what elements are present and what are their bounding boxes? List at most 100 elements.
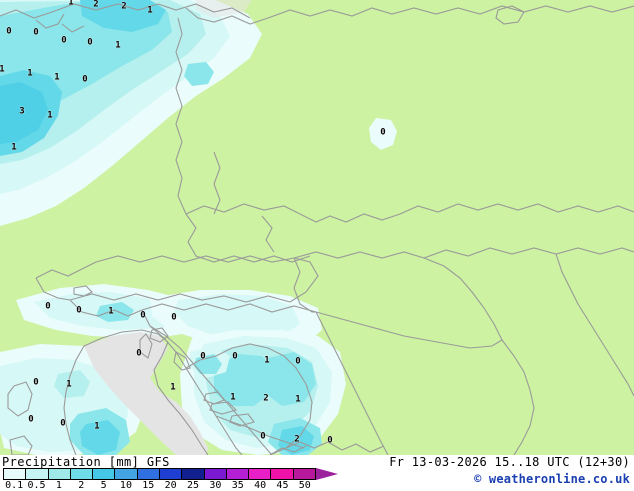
colorbar-swatch-10[interactable]: [115, 469, 138, 479]
colorbar-tick-labels: 0.1 0.5 1 2 5 10 15 20 25 30 35 40 45 50: [0, 480, 352, 491]
colorbar-swatch-25[interactable]: [182, 469, 205, 479]
italy-peninsula: [84, 332, 208, 455]
colorbar-swatch-2[interactable]: [70, 469, 94, 479]
border-slovenia: [69, 299, 143, 317]
colorbar-tick-30: 30: [209, 480, 222, 491]
coast-northeast: [267, 5, 634, 19]
coast-danish-bay: [35, 13, 65, 29]
river-detail-1: [213, 151, 221, 215]
border-hungary-north: [293, 251, 425, 259]
island-brac: [203, 391, 225, 405]
map-canvas: [0, 0, 634, 455]
colorbar-swatch-0.5[interactable]: [26, 469, 49, 479]
island-hvar: [209, 401, 238, 415]
border-croatia-adriatic: [141, 309, 243, 455]
border-montenegro: [285, 441, 385, 453]
precip-field-bosnia: [180, 330, 346, 455]
colorbar-tick-2: 2: [78, 480, 85, 491]
colorbar-swatch-30[interactable]: [204, 469, 227, 479]
colorbar-tick-40: 40: [254, 480, 267, 491]
copyright-credit: © weatheronline.co.uk: [474, 472, 630, 486]
precip-field-poland: [369, 118, 397, 150]
coast-sardinia-n: [9, 435, 33, 455]
precip-band-0p5-croatia: [174, 294, 300, 340]
border-bosnia: [185, 343, 313, 455]
colorbar-tick-10: 10: [119, 480, 132, 491]
coast-corsica: [7, 381, 33, 417]
precip-band-2-bosnia-east: [262, 352, 316, 406]
colorbar-swatch-5[interactable]: [93, 469, 116, 479]
coast-italy-west: [63, 345, 85, 455]
border-swiss-south: [35, 277, 71, 301]
coast-inlet-2: [61, 23, 85, 33]
border-czech-east: [299, 213, 401, 223]
precip-band-2-bosnia-west: [214, 354, 276, 406]
precip-blob-slovenia: [96, 302, 134, 322]
island-cres: [139, 333, 153, 359]
colorbar-tick-0.1: 0.1: [5, 480, 24, 491]
colorbar-swatch-45[interactable]: [271, 469, 294, 479]
colorbar-swatch-15[interactable]: [137, 469, 160, 479]
precip-cell-east-adriatic-2: [194, 354, 222, 374]
border-austria-south: [69, 293, 291, 303]
border-czech-south: [185, 213, 311, 263]
coast-montenegro: [269, 445, 307, 455]
colorbar-swatch-50[interactable]: [293, 469, 315, 479]
coast-italy-po: [83, 329, 169, 347]
lake-constance: [73, 285, 93, 297]
colorbar-tick-45: 45: [276, 480, 289, 491]
colorbar-tick-35: 35: [231, 480, 244, 491]
border-romania-north: [423, 247, 634, 259]
border-serbia-west: [315, 311, 389, 455]
coast-dalmatia: [149, 325, 273, 455]
border-romania-west: [501, 339, 535, 455]
border-oder: [175, 17, 187, 215]
colorbar-swatch-20[interactable]: [159, 469, 183, 479]
colorbar-tick-0.5: 0.5: [27, 480, 46, 491]
colorbar-swatch-1[interactable]: [48, 469, 71, 479]
borders-layer: [0, 3, 634, 455]
precip-blob-poland: [369, 118, 397, 150]
border-croatia-north: [141, 303, 317, 313]
precip-core-sw-inner: [80, 420, 120, 455]
colorbar-tick-50: 50: [298, 480, 311, 491]
colorbar-tick-1: 1: [55, 480, 62, 491]
nodata-region-italy: [84, 332, 208, 455]
border-swiss: [35, 261, 97, 279]
coast-italy-east: [153, 341, 209, 455]
colorbar-swatch-35[interactable]: [226, 469, 250, 479]
colorbar[interactable]: [3, 468, 351, 480]
border-hungary-east: [423, 257, 503, 341]
colorbar-tick-20: 20: [164, 480, 177, 491]
sea-northwest: [196, 0, 252, 18]
coast-baltic: [0, 3, 251, 19]
colorbar-swatch-0.1[interactable]: [4, 469, 27, 479]
border-bosnia-south: [215, 415, 305, 449]
island-pag: [173, 351, 191, 371]
colorbar-overflow-arrow-icon: [316, 468, 338, 480]
border-austria-north: [95, 255, 295, 263]
border-ukraine-south: [555, 253, 634, 397]
colorbar-swatches[interactable]: [3, 468, 316, 480]
valid-time-stamp: Fr 13-03-2026 15..18 UTC (12+30): [389, 455, 630, 469]
border-czech-north: [185, 203, 301, 215]
precip-blob-sw-isolated: [54, 370, 90, 398]
border-austria-east: [289, 257, 319, 303]
colorbar-tick-25: 25: [187, 480, 200, 491]
border-hungary-west: [293, 257, 316, 313]
island-korcula: [229, 413, 255, 427]
border-hungary-south: [315, 311, 503, 349]
colorbar-tick-15: 15: [142, 480, 155, 491]
colorbar-swatch-40[interactable]: [249, 469, 272, 479]
colorbar-tick-5: 5: [100, 480, 107, 491]
coast-pomerania: [185, 7, 269, 25]
precip-blob-nw-small: [184, 62, 214, 86]
precip-core-max-inner-nw: [0, 82, 48, 144]
river-detail-2: [261, 215, 275, 253]
legend-footer: Precipitation [mm] GFS 0.1 0.5 1 2 5 10 15 20 25…: [0, 455, 634, 491]
lagoon-outline: [495, 5, 525, 25]
sea-patch-nw: [196, 0, 252, 18]
legend-title: Precipitation [mm] GFS: [2, 455, 170, 469]
